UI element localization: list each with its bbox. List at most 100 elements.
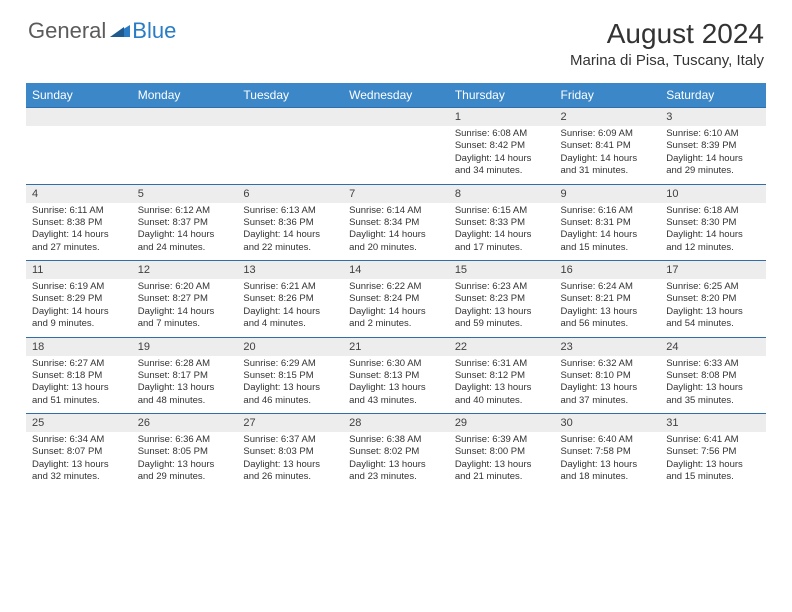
- day-info-line: and 26 minutes.: [243, 471, 337, 483]
- day-number-cell: 23: [555, 338, 661, 356]
- day-info-line: Sunrise: 6:14 AM: [349, 205, 443, 217]
- day-data-cell: Sunrise: 6:37 AMSunset: 8:03 PMDaylight:…: [237, 432, 343, 490]
- day-number-cell: 21: [343, 338, 449, 356]
- day-number-cell: 29: [449, 414, 555, 432]
- day-data-row: Sunrise: 6:11 AMSunset: 8:38 PMDaylight:…: [26, 203, 766, 261]
- day-info-line: and 35 minutes.: [666, 395, 760, 407]
- day-info-line: Sunset: 8:03 PM: [243, 446, 337, 458]
- day-info-line: Sunset: 8:31 PM: [561, 217, 655, 229]
- day-number-cell: 24: [660, 338, 766, 356]
- day-info-line: and 32 minutes.: [32, 471, 126, 483]
- day-info-line: and 23 minutes.: [349, 471, 443, 483]
- day-info-line: Sunset: 8:20 PM: [666, 293, 760, 305]
- day-info-line: Daylight: 14 hours: [138, 306, 232, 318]
- day-data-cell: Sunrise: 6:39 AMSunset: 8:00 PMDaylight:…: [449, 432, 555, 490]
- day-info-line: Sunset: 8:10 PM: [561, 370, 655, 382]
- day-info-line: and 12 minutes.: [666, 242, 760, 254]
- day-number-cell: 2: [555, 108, 661, 126]
- calendar-table: Sunday Monday Tuesday Wednesday Thursday…: [26, 83, 766, 490]
- day-info-line: Daylight: 13 hours: [666, 382, 760, 394]
- day-header-row: Sunday Monday Tuesday Wednesday Thursday…: [26, 83, 766, 108]
- day-data-cell: Sunrise: 6:28 AMSunset: 8:17 PMDaylight:…: [132, 356, 238, 414]
- day-info-line: Sunset: 8:08 PM: [666, 370, 760, 382]
- day-info-line: and 18 minutes.: [561, 471, 655, 483]
- day-info-line: Sunset: 7:56 PM: [666, 446, 760, 458]
- day-info-line: and 46 minutes.: [243, 395, 337, 407]
- day-info-line: Sunrise: 6:20 AM: [138, 281, 232, 293]
- day-info-line: Sunset: 8:38 PM: [32, 217, 126, 229]
- day-data-cell: Sunrise: 6:32 AMSunset: 8:10 PMDaylight:…: [555, 356, 661, 414]
- day-info-line: Sunrise: 6:30 AM: [349, 358, 443, 370]
- day-info-line: and 54 minutes.: [666, 318, 760, 330]
- day-info-line: and 43 minutes.: [349, 395, 443, 407]
- day-info-line: Daylight: 14 hours: [666, 229, 760, 241]
- day-info-line: and 2 minutes.: [349, 318, 443, 330]
- day-data-cell: Sunrise: 6:16 AMSunset: 8:31 PMDaylight:…: [555, 203, 661, 261]
- day-number-cell: 17: [660, 261, 766, 279]
- day-info-line: Sunrise: 6:27 AM: [32, 358, 126, 370]
- day-data-cell: Sunrise: 6:38 AMSunset: 8:02 PMDaylight:…: [343, 432, 449, 490]
- day-info-line: Sunset: 8:15 PM: [243, 370, 337, 382]
- day-data-cell: Sunrise: 6:14 AMSunset: 8:34 PMDaylight:…: [343, 203, 449, 261]
- day-number-cell: 22: [449, 338, 555, 356]
- location: Marina di Pisa, Tuscany, Italy: [570, 52, 764, 69]
- day-info-line: and 17 minutes.: [455, 242, 549, 254]
- day-number-cell: 4: [26, 185, 132, 203]
- day-info-line: and 29 minutes.: [666, 165, 760, 177]
- day-info-line: Sunrise: 6:31 AM: [455, 358, 549, 370]
- day-info-line: Sunset: 8:34 PM: [349, 217, 443, 229]
- day-info-line: Daylight: 13 hours: [455, 459, 549, 471]
- day-info-line: and 59 minutes.: [455, 318, 549, 330]
- day-number-row: 18192021222324: [26, 338, 766, 356]
- day-info-line: Sunset: 8:00 PM: [455, 446, 549, 458]
- day-info-line: Daylight: 13 hours: [243, 459, 337, 471]
- day-data-cell: Sunrise: 6:40 AMSunset: 7:58 PMDaylight:…: [555, 432, 661, 490]
- day-info-line: Sunrise: 6:15 AM: [455, 205, 549, 217]
- day-info-line: Sunset: 8:18 PM: [32, 370, 126, 382]
- logo-text-blue: Blue: [132, 18, 176, 44]
- day-number-cell: 30: [555, 414, 661, 432]
- day-info-line: and 15 minutes.: [666, 471, 760, 483]
- day-info-line: Sunrise: 6:12 AM: [138, 205, 232, 217]
- day-number-cell: 7: [343, 185, 449, 203]
- day-info-line: Sunset: 8:39 PM: [666, 140, 760, 152]
- day-header: Friday: [555, 83, 661, 108]
- day-info-line: Sunrise: 6:38 AM: [349, 434, 443, 446]
- day-data-cell: Sunrise: 6:24 AMSunset: 8:21 PMDaylight:…: [555, 279, 661, 337]
- day-number-cell: 13: [237, 261, 343, 279]
- day-info-line: Sunrise: 6:10 AM: [666, 128, 760, 140]
- day-data-cell: Sunrise: 6:13 AMSunset: 8:36 PMDaylight:…: [237, 203, 343, 261]
- day-number-cell: 15: [449, 261, 555, 279]
- day-header: Monday: [132, 83, 238, 108]
- day-data-cell: Sunrise: 6:25 AMSunset: 8:20 PMDaylight:…: [660, 279, 766, 337]
- day-info-line: and 40 minutes.: [455, 395, 549, 407]
- day-info-line: Daylight: 13 hours: [561, 306, 655, 318]
- day-data-cell: Sunrise: 6:41 AMSunset: 7:56 PMDaylight:…: [660, 432, 766, 490]
- day-info-line: Daylight: 14 hours: [666, 153, 760, 165]
- day-info-line: Daylight: 14 hours: [32, 229, 126, 241]
- day-info-line: and 7 minutes.: [138, 318, 232, 330]
- day-info-line: Sunrise: 6:18 AM: [666, 205, 760, 217]
- day-info-line: Daylight: 14 hours: [243, 306, 337, 318]
- day-info-line: and 56 minutes.: [561, 318, 655, 330]
- day-data-cell: Sunrise: 6:21 AMSunset: 8:26 PMDaylight:…: [237, 279, 343, 337]
- day-info-line: Daylight: 13 hours: [32, 382, 126, 394]
- day-info-line: Sunrise: 6:09 AM: [561, 128, 655, 140]
- day-number-cell: 12: [132, 261, 238, 279]
- day-header: Saturday: [660, 83, 766, 108]
- day-data-cell: Sunrise: 6:31 AMSunset: 8:12 PMDaylight:…: [449, 356, 555, 414]
- day-info-line: and 24 minutes.: [138, 242, 232, 254]
- day-data-cell: Sunrise: 6:36 AMSunset: 8:05 PMDaylight:…: [132, 432, 238, 490]
- day-info-line: Sunset: 8:13 PM: [349, 370, 443, 382]
- day-info-line: Sunset: 8:27 PM: [138, 293, 232, 305]
- day-info-line: Daylight: 13 hours: [455, 306, 549, 318]
- day-info-line: Daylight: 13 hours: [349, 382, 443, 394]
- day-info-line: Sunrise: 6:33 AM: [666, 358, 760, 370]
- day-number-cell: 27: [237, 414, 343, 432]
- day-data-cell: [343, 126, 449, 184]
- day-info-line: Daylight: 14 hours: [455, 153, 549, 165]
- day-number-cell: 18: [26, 338, 132, 356]
- day-info-line: and 31 minutes.: [561, 165, 655, 177]
- day-number-cell: 31: [660, 414, 766, 432]
- day-number-cell: 14: [343, 261, 449, 279]
